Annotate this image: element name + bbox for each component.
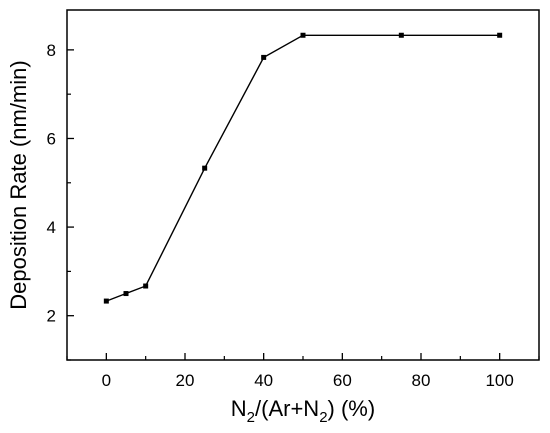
data-point [300, 32, 306, 38]
series-line [106, 34, 500, 302]
plot-frame [66, 9, 540, 361]
x-tick-label: 60 [333, 371, 352, 390]
x-axis-title: N2/(Ar+N2) (%) [231, 396, 375, 426]
x-tick-label: 80 [412, 371, 431, 390]
data-point [103, 298, 109, 304]
x-tick-label: 0 [102, 371, 111, 390]
x-tick-label: 100 [485, 371, 513, 390]
y-tick-label: 6 [47, 129, 56, 148]
y-axis-title: Deposition Rate (nm/min) [6, 60, 31, 309]
y-tick-label: 8 [47, 41, 56, 60]
data-series [103, 32, 503, 304]
data-point [261, 54, 267, 60]
data-point [398, 32, 404, 38]
data-point [143, 283, 149, 289]
y-tick-label: 2 [47, 307, 56, 326]
x-tick-label: 40 [254, 371, 273, 390]
data-point [497, 32, 503, 38]
data-point [123, 291, 129, 297]
y-tick-label: 4 [47, 218, 56, 237]
data-point [202, 165, 208, 171]
axis-ticks: 0 20 40 60 80 100 2 4 6 8 [47, 41, 540, 390]
x-tick-label: 20 [176, 371, 195, 390]
